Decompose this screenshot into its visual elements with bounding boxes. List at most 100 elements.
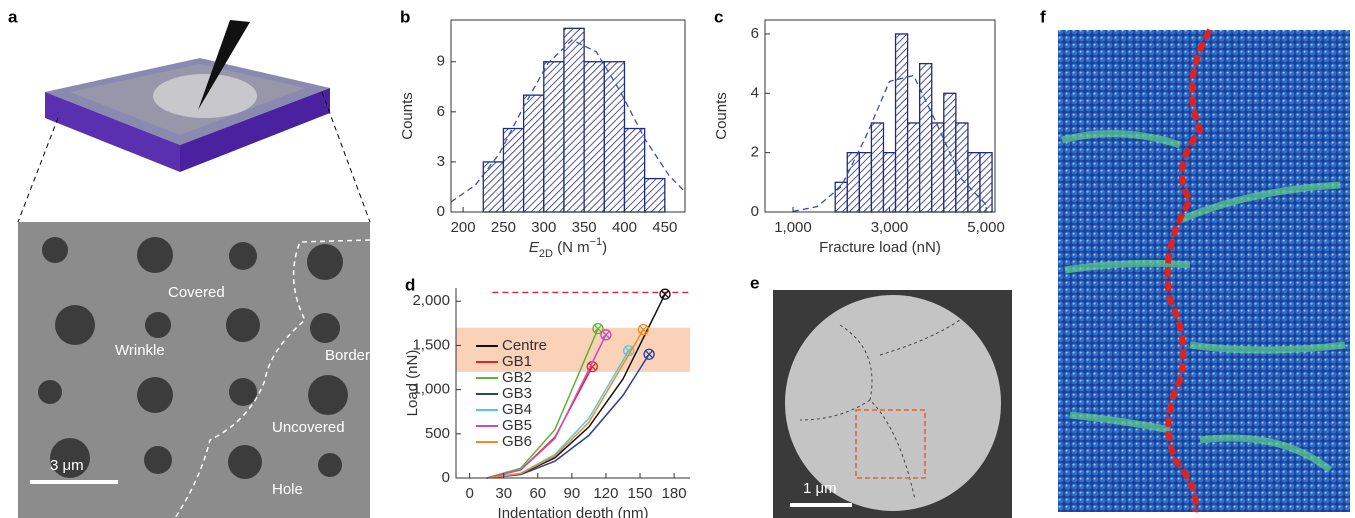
schematic xyxy=(45,20,330,172)
x-axis-label-part: −1 xyxy=(590,236,603,248)
x-tick-label: 300 xyxy=(531,219,556,236)
fracture-marker xyxy=(637,323,650,336)
y-tick-label: 500 xyxy=(425,425,450,442)
legend-label: GB2 xyxy=(502,369,532,386)
legend-label: GB5 xyxy=(502,417,532,434)
y-tick-label: 0 xyxy=(442,469,450,486)
x-tick-label: 30 xyxy=(495,485,512,502)
legend-label: GB1 xyxy=(502,353,532,370)
panel-label: d xyxy=(405,275,415,294)
plot xyxy=(792,33,993,213)
x-tick-label: 0 xyxy=(465,485,473,502)
x-tick-label: 400 xyxy=(612,219,637,236)
fracture-marker xyxy=(586,361,598,373)
annotation: Border xyxy=(325,347,370,364)
annotation: Covered xyxy=(168,284,225,301)
bar xyxy=(955,122,969,213)
bar xyxy=(563,27,585,213)
bar xyxy=(894,33,909,213)
panel-label: b xyxy=(400,7,410,26)
axes-frame xyxy=(764,19,996,213)
y-tick-label: 1,500 xyxy=(412,336,450,353)
bar xyxy=(919,62,933,213)
x-tick-label: 1,000 xyxy=(774,219,812,236)
fit-curve xyxy=(450,39,686,203)
scale-bar-label: 1 μm xyxy=(803,480,837,497)
fit-curve xyxy=(792,74,987,213)
bar xyxy=(543,61,565,213)
bar xyxy=(603,61,626,213)
x-tick-label: 5,000 xyxy=(967,219,1005,236)
tem-image xyxy=(773,290,1012,518)
axes-frame xyxy=(450,19,686,213)
fracture-marker xyxy=(592,323,604,335)
panel-label: c xyxy=(714,7,723,26)
y-tick-label: 4 xyxy=(751,84,759,101)
x-tick-label: 60 xyxy=(529,485,546,502)
x-axis-label-part: ) xyxy=(602,239,607,256)
bar xyxy=(882,151,897,213)
x-tick-label: 180 xyxy=(662,485,687,502)
y-tick-label: 0 xyxy=(751,203,759,220)
legend-label: Centre xyxy=(502,337,547,354)
y-tick-label: 6 xyxy=(751,25,759,42)
zoom-line xyxy=(17,117,59,223)
y-tick-label: 6 xyxy=(437,103,445,120)
series-line xyxy=(486,329,645,479)
y-axis-label: Counts xyxy=(399,92,416,140)
y-tick-label: 2 xyxy=(751,144,759,161)
shaded-band xyxy=(456,327,690,372)
x-tick-label: 450 xyxy=(652,219,677,236)
bar xyxy=(583,61,605,213)
y-axis-label: Counts xyxy=(713,92,730,140)
plot xyxy=(450,27,686,213)
x-tick-label: 120 xyxy=(593,485,618,502)
fracture-marker xyxy=(643,348,655,360)
x-tick-label: 150 xyxy=(628,485,653,502)
zoom-line xyxy=(321,91,371,223)
panel-label: e xyxy=(750,273,759,292)
x-axis-label-part: (N m xyxy=(553,239,590,256)
sem-image xyxy=(18,222,371,518)
annotation: Uncovered xyxy=(272,419,345,436)
bar xyxy=(870,122,885,213)
x-axis-label: Indentation depth (nm) xyxy=(498,505,649,518)
annotation: Hole xyxy=(272,481,303,498)
axes-frame xyxy=(455,288,690,479)
bar xyxy=(644,177,666,213)
annotation: Wrinkle xyxy=(115,342,165,359)
x-tick-label: 90 xyxy=(564,485,581,502)
scale-bar-label: 3 μm xyxy=(50,457,84,474)
md-image xyxy=(1058,28,1350,513)
fracture-marker xyxy=(600,329,612,341)
x-axis-label: E2D (N m−1) xyxy=(529,236,607,260)
y-tick-label: 0 xyxy=(437,203,445,220)
y-tick-label: 9 xyxy=(437,53,445,70)
x-tick-label: 200 xyxy=(451,219,476,236)
bar xyxy=(967,151,981,213)
bar xyxy=(858,151,873,213)
fracture-marker xyxy=(659,288,671,300)
series-line xyxy=(486,353,650,479)
x-tick-label: 350 xyxy=(572,219,597,236)
legend-label: GB3 xyxy=(502,385,532,402)
y-tick-label: 2,000 xyxy=(412,292,450,309)
legend-label: GB6 xyxy=(502,433,532,450)
x-axis-label-part: 2D xyxy=(539,248,553,260)
bar xyxy=(979,151,993,213)
legend-label: GB4 xyxy=(502,401,532,418)
panel-label: f xyxy=(1040,7,1046,26)
x-tick-label: 250 xyxy=(491,219,516,236)
y-axis-label: Load (nN) xyxy=(404,350,421,417)
x-axis-label: Fracture load (nN) xyxy=(819,239,941,256)
panel-label: a xyxy=(8,7,18,26)
bar xyxy=(906,122,921,213)
x-axis-label-part: E xyxy=(529,239,540,256)
y-tick-label: 1,000 xyxy=(412,381,450,398)
x-tick-label: 3,000 xyxy=(871,219,909,236)
fracture-marker xyxy=(623,345,635,357)
bar xyxy=(482,161,505,213)
bar xyxy=(623,127,646,213)
